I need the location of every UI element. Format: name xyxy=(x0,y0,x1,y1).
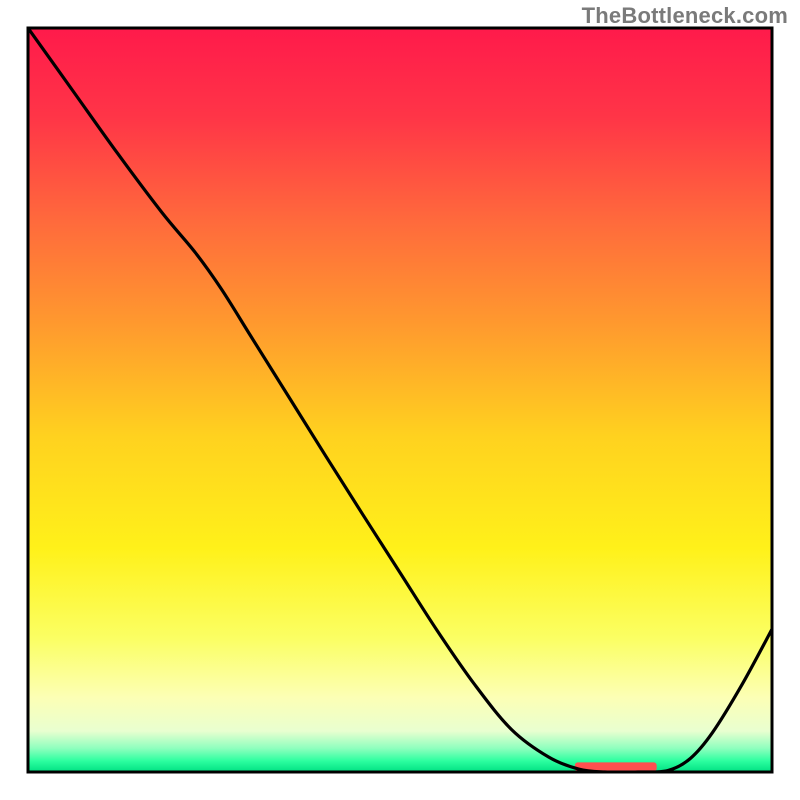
bottleneck-chart xyxy=(0,0,800,800)
chart-background-gradient xyxy=(28,28,772,772)
